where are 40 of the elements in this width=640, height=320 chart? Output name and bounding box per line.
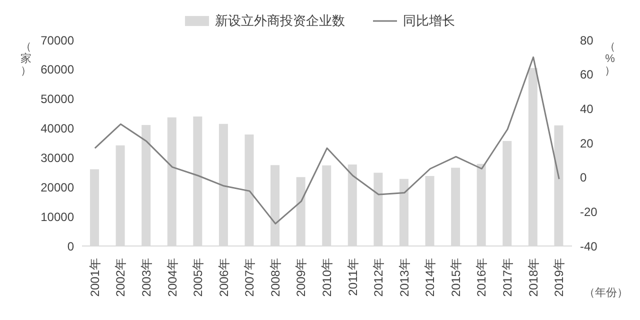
y2-tick-label: -40 (580, 239, 598, 254)
y2-tick-label: 0 (580, 170, 587, 185)
y-tick-label: 40000 (40, 122, 74, 136)
y-tick-label: 10000 (40, 210, 74, 224)
x-tick-label: 2013年 (397, 258, 412, 297)
y-tick-label: 20000 (40, 180, 74, 194)
y2-tick-label: 60 (580, 68, 594, 82)
y-tick-label: 30000 (40, 150, 74, 165)
y-tick-label: 0 (67, 239, 74, 254)
x-tick-label: 2003年 (139, 258, 154, 297)
x-tick-label: 2017年 (500, 258, 515, 297)
y2-tick-label: 80 (580, 33, 594, 48)
line-series (94, 56, 560, 224)
x-tick-label: 2005年 (191, 258, 206, 297)
y2-tick-label: 40 (580, 102, 594, 116)
x-tick-label: 2014年 (423, 258, 438, 297)
legend-label: 同比增长 (403, 12, 455, 30)
y-tick-label: 60000 (40, 62, 74, 77)
y2-axis-title: （%） (604, 41, 616, 77)
x-tick-label: 2018年 (526, 258, 540, 297)
x-tick-label: 2001年 (88, 258, 102, 297)
x-tick-label: 2010年 (320, 258, 334, 297)
x-tick-label: 2016年 (474, 258, 489, 297)
x-tick-label: 2006年 (216, 258, 231, 297)
x-tick-label: 2004年 (165, 258, 180, 297)
x-tick-label: 2012年 (372, 258, 386, 297)
x-axis-title: （年份） (584, 286, 628, 300)
x-tick-label: 2008年 (268, 258, 282, 297)
y2-tick-label: 20 (580, 136, 594, 150)
x-tick-label: 2007年 (242, 258, 257, 297)
x-tick-label: 2019年 (552, 258, 566, 297)
y2-tick-label: -20 (580, 204, 598, 219)
y-axis-title: （家） (20, 41, 32, 77)
x-tick-label: 2009年 (294, 258, 308, 297)
y-tick-label: 50000 (40, 92, 74, 106)
x-tick-label: 2011年 (346, 258, 360, 296)
y-tick-label: 70000 (40, 33, 74, 48)
legend-label: 新设立外商投资企业数 (215, 12, 345, 30)
x-tick-label: 2015年 (448, 258, 463, 297)
x-tick-label: 2002年 (114, 258, 128, 297)
